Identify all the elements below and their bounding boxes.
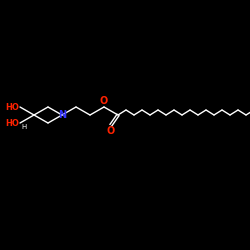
Text: HO: HO <box>5 102 19 112</box>
Text: N: N <box>58 110 66 120</box>
Text: O: O <box>100 96 108 106</box>
Text: H: H <box>21 124 26 130</box>
Text: O: O <box>107 126 115 136</box>
Text: HO: HO <box>5 118 19 128</box>
